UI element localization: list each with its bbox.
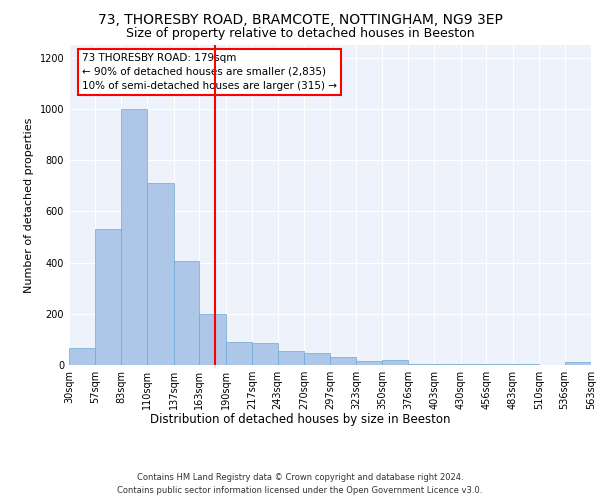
Bar (461, 364, 486, 365)
Bar (434, 364, 461, 365)
Bar (304, 354, 331, 365)
Bar (356, 361, 382, 365)
Text: Size of property relative to detached houses in Beeston: Size of property relative to detached ho… (125, 28, 475, 40)
Bar (148, 183, 174, 365)
Text: 73, THORESBY ROAD, BRAMCOTE, NOTTINGHAM, NG9 3EP: 73, THORESBY ROAD, BRAMCOTE, NOTTINGHAM,… (98, 12, 502, 26)
Bar (278, 351, 304, 365)
Bar (69, 348, 95, 365)
Bar (565, 362, 591, 365)
Bar (252, 343, 278, 365)
Bar (226, 342, 252, 365)
Bar (382, 360, 408, 365)
Bar (486, 364, 512, 365)
Bar (95, 230, 121, 365)
Text: Contains HM Land Registry data © Crown copyright and database right 2024.
Contai: Contains HM Land Registry data © Crown c… (118, 472, 482, 494)
Bar (199, 314, 226, 365)
Bar (331, 358, 356, 365)
Y-axis label: Number of detached properties: Number of detached properties (24, 118, 34, 292)
Bar (408, 364, 434, 365)
Bar (174, 262, 199, 365)
Bar (121, 109, 148, 365)
Text: 73 THORESBY ROAD: 179sqm
← 90% of detached houses are smaller (2,835)
10% of sem: 73 THORESBY ROAD: 179sqm ← 90% of detach… (82, 53, 337, 91)
Text: Distribution of detached houses by size in Beeston: Distribution of detached houses by size … (150, 412, 450, 426)
Bar (512, 364, 539, 365)
